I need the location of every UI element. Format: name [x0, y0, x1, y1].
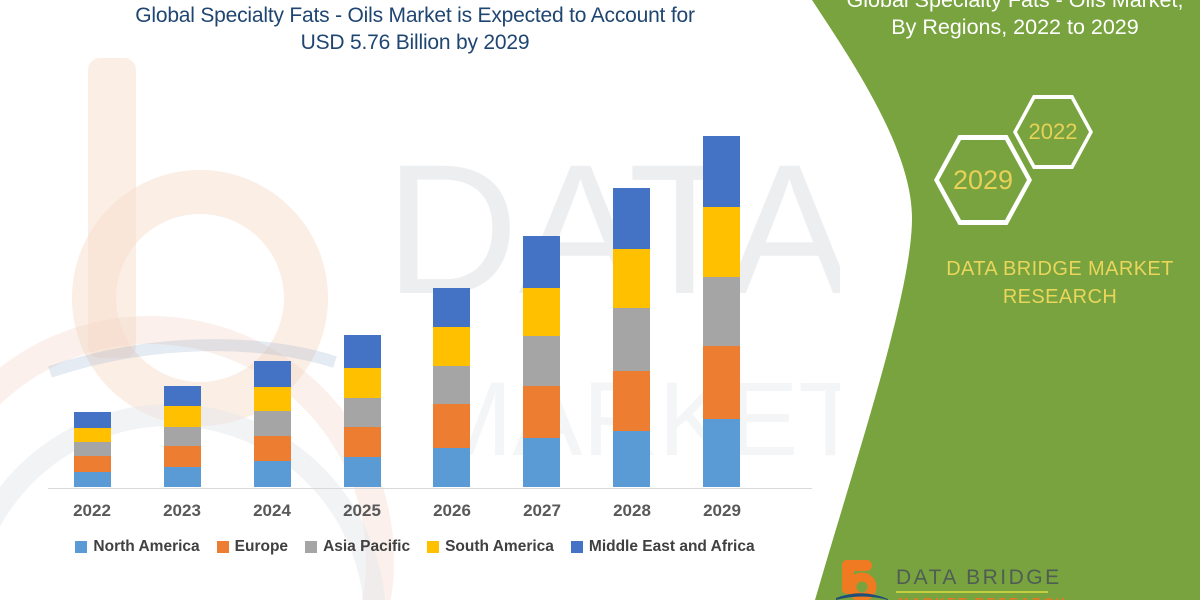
bar-segment-2025-middle-east-and-africa — [343, 335, 381, 369]
stacked-bar-2029 — [702, 135, 740, 487]
chart-title-line1: Global Specialty Fats - Oils Market is E… — [135, 4, 695, 27]
chart-title: Global Specialty Fats - Oils Market is E… — [55, 2, 775, 56]
panel-heading: Global Specialty Fats - Oils Market, By … — [845, 0, 1185, 41]
footer-logo: DATA BRIDGE MARKET RESEARCH — [836, 558, 1196, 600]
bar-segment-2027-europe — [523, 386, 561, 438]
legend-item-middle-east-and-africa: Middle East and Africa — [570, 538, 755, 556]
x-axis-label-2027: 2027 — [523, 501, 561, 520]
hexagon-2029: 2029 — [934, 135, 1032, 225]
footer-logo-brand: DATA BRIDGE — [896, 566, 1062, 589]
bar-segment-2027-middle-east-and-africa — [523, 236, 561, 288]
bar-segment-2027-south-america — [523, 287, 561, 337]
bar-segment-2029-middle-east-and-africa — [702, 135, 740, 207]
bar-segment-2026-south-america — [433, 327, 471, 367]
bar-segment-2028-asia-pacific — [613, 308, 651, 371]
hexagon-2022: 2022 — [1013, 95, 1093, 169]
legend-label: South America — [445, 538, 554, 555]
legend-swatch — [427, 541, 440, 553]
bar-segment-2027-asia-pacific — [523, 336, 561, 387]
footer-logo-subtext: MARKET RESEARCH — [898, 595, 1068, 600]
hexagon-2029-label: 2029 — [939, 140, 1027, 220]
brand-text-line2: RESEARCH — [1002, 286, 1118, 308]
bar-segment-2028-north-america — [613, 430, 651, 487]
panel-heading-line2: By Regions, 2022 to 2029 — [891, 15, 1139, 39]
brand-text-line1: DATA BRIDGE MARKET — [946, 258, 1174, 280]
bar-segment-2026-middle-east-and-africa — [433, 288, 471, 328]
bar-segment-2027-north-america — [523, 437, 561, 487]
panel-heading-line1: Global Specialty Fats - Oils Market, — [846, 0, 1184, 12]
logo-b-hook — [842, 560, 872, 571]
legend-item-south-america: South America — [427, 538, 554, 556]
stacked-bar-2027 — [523, 236, 561, 487]
hexagon-2022-label: 2022 — [1017, 99, 1089, 165]
bar-segment-2026-europe — [433, 404, 471, 448]
brand-text: DATA BRIDGE MARKET RESEARCH — [920, 255, 1200, 311]
bar-segment-2026-north-america — [433, 448, 471, 487]
x-axis-label-2029: 2029 — [703, 501, 741, 520]
bar-segment-2029-asia-pacific — [702, 276, 740, 346]
bar-segment-2026-asia-pacific — [433, 366, 471, 405]
chart-title-line2: USD 5.76 Billion by 2029 — [300, 31, 530, 54]
stacked-bar-2026 — [433, 288, 471, 487]
legend-label: Middle East and Africa — [588, 538, 755, 555]
x-axis-label-2028: 2028 — [613, 501, 651, 520]
bar-segment-2028-south-america — [613, 249, 651, 309]
bar-segment-2029-europe — [702, 345, 740, 419]
x-axis-label-2026: 2026 — [433, 501, 471, 520]
footer-logo-underline — [896, 591, 1048, 593]
bar-segment-2029-north-america — [702, 418, 740, 487]
x-axis-line — [48, 488, 812, 489]
stacked-bar-2028 — [613, 188, 651, 487]
data-bridge-logo-icon — [836, 560, 888, 600]
bar-segment-2029-south-america — [702, 206, 740, 277]
bar-segment-2025-south-america — [343, 368, 381, 398]
legend-swatch — [570, 541, 583, 553]
bar-segment-2028-europe — [613, 370, 651, 431]
bar-segment-2028-middle-east-and-africa — [613, 188, 651, 250]
